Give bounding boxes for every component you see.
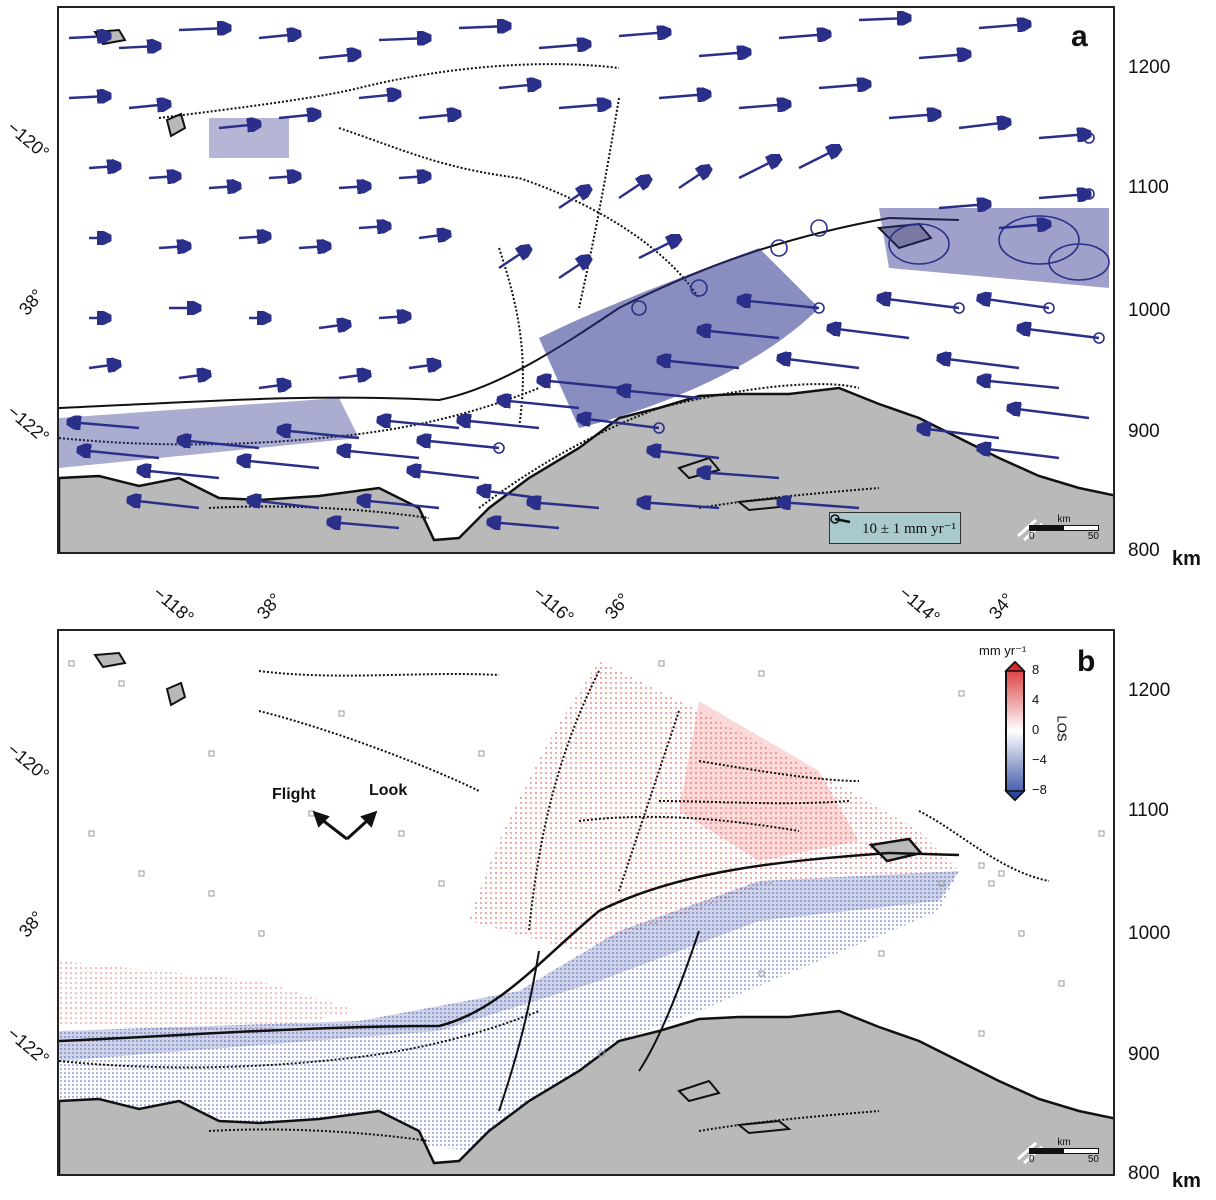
scale-end: 50 xyxy=(1087,531,1099,542)
lat-label-38-b: 38° xyxy=(14,907,48,942)
lon-label-118: −118° xyxy=(149,582,198,628)
cb-tick-4: 4 xyxy=(1032,692,1040,707)
y-unit-km-b: km xyxy=(1172,1170,1201,1192)
scale-bar-b: km 0 50 xyxy=(1029,1137,1099,1165)
colorbar-unit: mm yr⁻¹ xyxy=(979,643,1027,658)
scale-start: 0 xyxy=(1029,531,1035,542)
lon-label-120-b: −120° xyxy=(3,739,53,786)
gps-stations xyxy=(68,660,1105,1057)
panel-a-gnss-velocity-map: a 10 ± 1 mm yr⁻¹ km 0 50 xyxy=(57,6,1115,554)
y-tick-800-a: 800 xyxy=(1128,540,1160,561)
scale-unit: km xyxy=(1057,514,1071,525)
look-label: Look xyxy=(369,782,408,799)
y-tick-900-b: 900 xyxy=(1128,1044,1160,1065)
panel-letter-b: b xyxy=(1077,645,1096,678)
lat-label-38-a: 38° xyxy=(14,285,48,320)
los-map-svg xyxy=(59,651,1113,1174)
y-tick-1100-a: 1100 xyxy=(1128,177,1169,198)
panel-b-insar-los-map: b Flight Look mm yr⁻¹ 8 4 0 −4 −8 LOS km… xyxy=(57,629,1115,1176)
lon-label-120-a: −120° xyxy=(3,117,53,164)
y-tick-1200-b: 1200 xyxy=(1128,680,1171,701)
velocity-map-svg xyxy=(59,8,1113,552)
lat-label-34-top: 34° xyxy=(984,589,1018,624)
cb-tick-0: 0 xyxy=(1032,722,1040,737)
scale-unit: km xyxy=(1057,1137,1071,1148)
scale-bar-a: km 0 50 xyxy=(1029,514,1099,542)
y-tick-1000-a: 1000 xyxy=(1128,300,1171,321)
y-tick-900-a: 900 xyxy=(1128,421,1160,442)
y-tick-1100-b: 1100 xyxy=(1128,800,1169,821)
y-tick-1000-b: 1000 xyxy=(1128,923,1171,944)
velocity-legend-text: 10 ± 1 mm yr⁻¹ xyxy=(862,520,956,537)
colorbar-ticks: 8 4 0 −4 −8 xyxy=(1032,663,1047,796)
lon-label-122-a: −122° xyxy=(3,401,53,448)
lat-label-38-top: 38° xyxy=(252,589,286,624)
lon-label-116: −116° xyxy=(529,582,578,628)
lat-label-36-top: 36° xyxy=(600,589,634,624)
lon-label-122-b: −122° xyxy=(3,1023,53,1070)
colorbar-label: LOS xyxy=(1054,715,1070,742)
scale-start: 0 xyxy=(1029,1154,1035,1165)
cb-tick-neg8: −8 xyxy=(1032,782,1047,797)
lon-label-114: −114° xyxy=(895,582,944,628)
cb-tick-8: 8 xyxy=(1032,662,1040,677)
flight-label: Flight xyxy=(272,786,316,803)
panel-letter-a: a xyxy=(1071,20,1088,53)
y-unit-km-a: km xyxy=(1172,548,1201,570)
cb-tick-neg4: −4 xyxy=(1032,752,1047,767)
scale-end: 50 xyxy=(1087,1154,1099,1165)
y-tick-800-b: 800 xyxy=(1128,1163,1160,1184)
velocity-legend: 10 ± 1 mm yr⁻¹ xyxy=(829,512,961,544)
y-tick-1200-a: 1200 xyxy=(1128,57,1171,78)
velocity-vectors xyxy=(59,18,1110,528)
